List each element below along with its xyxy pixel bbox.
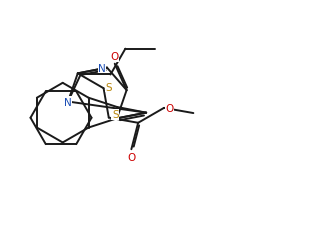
Text: O: O	[111, 52, 119, 62]
Text: S: S	[105, 82, 112, 92]
Text: O: O	[166, 104, 174, 114]
Text: N: N	[64, 97, 72, 107]
Text: S: S	[112, 110, 118, 120]
Text: O: O	[127, 152, 136, 162]
Text: N: N	[98, 63, 106, 73]
